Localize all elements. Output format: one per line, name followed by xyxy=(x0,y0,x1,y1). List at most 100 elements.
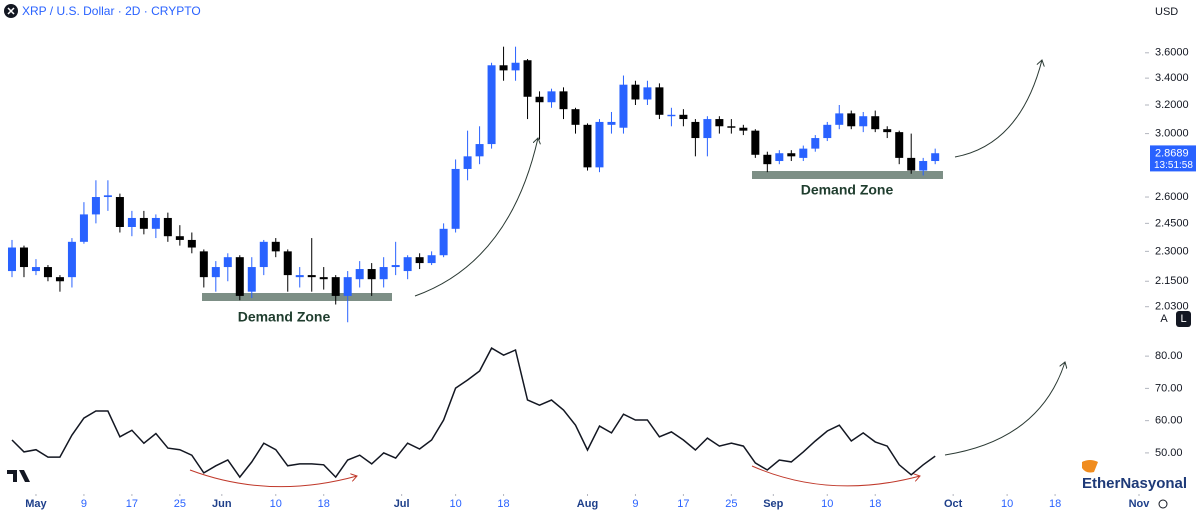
candle-body xyxy=(235,257,244,296)
candle-body xyxy=(727,126,736,128)
candle-body xyxy=(19,247,28,268)
candle-body xyxy=(883,129,892,133)
candle-body xyxy=(535,96,544,103)
y-tick-label: 60.00 xyxy=(1155,415,1183,427)
candle-body xyxy=(307,275,316,278)
candle-body xyxy=(703,119,712,139)
candle-body xyxy=(175,236,184,240)
candle-body xyxy=(451,168,460,229)
candle-body xyxy=(931,153,940,162)
candle-body xyxy=(271,241,280,252)
candle-body xyxy=(79,214,88,242)
candle-body xyxy=(223,257,232,268)
x-tick-label: 10 xyxy=(821,498,833,510)
candle-body xyxy=(247,267,256,292)
candle-body xyxy=(475,144,484,157)
candle-body xyxy=(607,121,616,125)
candle-body xyxy=(619,84,628,128)
candle-body xyxy=(343,277,352,296)
candle-body xyxy=(775,153,784,162)
watermark-bird xyxy=(1082,460,1098,473)
candle-body xyxy=(631,84,640,100)
candle-body xyxy=(823,124,832,139)
candle-body xyxy=(595,121,604,168)
auto-scale[interactable]: A xyxy=(1160,313,1168,325)
candle-body xyxy=(523,60,532,97)
candle-body xyxy=(91,197,100,215)
currency[interactable]: USD xyxy=(1155,6,1178,18)
x-tick-label: 18 xyxy=(1049,498,1061,510)
candle-body xyxy=(7,247,16,272)
candle-body xyxy=(187,239,196,248)
candle-body xyxy=(499,65,508,71)
candle-body xyxy=(787,153,796,157)
candle-body xyxy=(667,114,676,117)
x-tick-label: Nov xyxy=(1129,498,1151,510)
symbol-title[interactable]: XRP / U.S. Dollar · 2D · CRYPTO xyxy=(22,4,201,18)
x-tick-label: 25 xyxy=(174,498,186,510)
candle-body xyxy=(547,91,556,103)
x-tick-label: Aug xyxy=(577,498,598,510)
candle-body xyxy=(583,124,592,168)
candle-body xyxy=(211,267,220,278)
y-tick-label: 2.6000 xyxy=(1155,191,1189,203)
arrow xyxy=(414,138,538,297)
candle-body xyxy=(691,121,700,139)
candle-body xyxy=(511,62,520,71)
candle-body xyxy=(919,161,928,171)
candle-body xyxy=(55,277,64,282)
x-tick-label: Jun xyxy=(212,498,232,510)
candle-body xyxy=(199,251,208,278)
candle-body xyxy=(427,255,436,264)
log-button[interactable] xyxy=(1176,311,1191,327)
candle-body xyxy=(139,217,148,229)
candle-body xyxy=(31,267,40,272)
candle-body xyxy=(439,228,448,256)
last-price: 2.8689 xyxy=(1155,147,1189,159)
y-tick-label: 3.4000 xyxy=(1155,72,1189,84)
candle-body xyxy=(331,277,340,296)
candle-body xyxy=(643,87,652,100)
candle-body xyxy=(67,241,76,278)
candle-body xyxy=(259,241,268,268)
x-tick-label: 17 xyxy=(126,498,138,510)
candle-body xyxy=(859,116,868,127)
currency-button[interactable] xyxy=(1150,3,1180,21)
arrow xyxy=(189,469,357,488)
demand-zone xyxy=(752,171,943,179)
candle-body xyxy=(655,87,664,115)
x-tick-label: Jul xyxy=(394,498,410,510)
candle-body xyxy=(415,257,424,264)
watermark: EtherNasyonal xyxy=(1082,475,1187,492)
y-tick-label: 2.4500 xyxy=(1155,217,1189,229)
log-scale[interactable]: L xyxy=(1180,313,1186,325)
x-tick-label: May xyxy=(25,498,47,510)
candle-body xyxy=(487,65,496,145)
x-tick-label: 10 xyxy=(449,498,461,510)
candle-body xyxy=(835,113,844,125)
candle-body xyxy=(739,127,748,131)
candle-body xyxy=(103,195,112,198)
demand-zone xyxy=(202,293,392,301)
candle-body xyxy=(163,217,172,237)
annotation: Demand Zone xyxy=(238,309,331,325)
x-tick-label: Oct xyxy=(944,498,963,510)
x-tick-label: 18 xyxy=(318,498,330,510)
y-tick-label: 2.3000 xyxy=(1155,245,1189,257)
candle-body xyxy=(715,119,724,127)
x-tick-label: 10 xyxy=(1001,498,1013,510)
candle-body xyxy=(379,267,388,280)
y-tick-label: 70.00 xyxy=(1155,382,1183,394)
candle-body xyxy=(295,275,304,278)
candle-body xyxy=(391,265,400,268)
y-tick-label: 3.2000 xyxy=(1155,99,1189,111)
candle-body xyxy=(679,114,688,120)
candle-body xyxy=(847,113,856,127)
candle-body xyxy=(799,148,808,158)
settings-icon[interactable] xyxy=(1158,499,1168,509)
x-tick-label: Sep xyxy=(763,498,783,510)
candle-body xyxy=(115,197,124,227)
candle-body xyxy=(283,251,292,276)
